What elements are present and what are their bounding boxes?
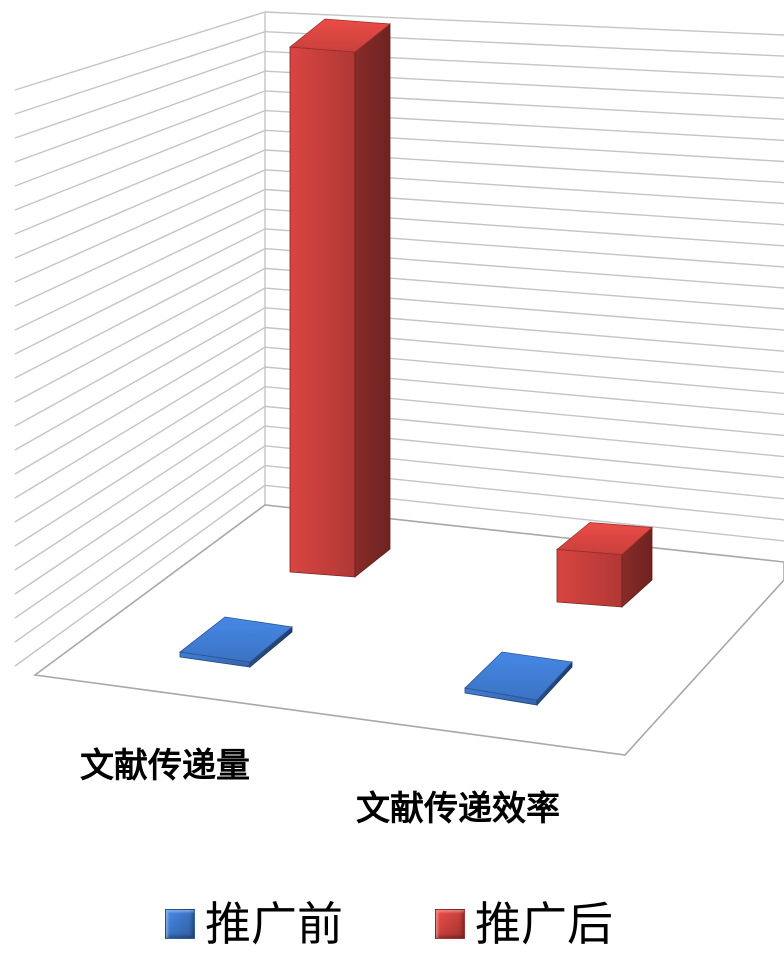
bar-top-face bbox=[555, 522, 653, 555]
legend-swatch-series-1 bbox=[165, 909, 195, 939]
gridline bbox=[14, 287, 784, 427]
gridline bbox=[14, 267, 784, 403]
legend-item-series-1: 推广前 bbox=[165, 895, 343, 953]
gridline bbox=[14, 326, 784, 475]
legend-label-series-2: 推广后 bbox=[475, 897, 613, 951]
gridline bbox=[14, 366, 784, 523]
bar-top-face bbox=[288, 18, 392, 53]
gridline bbox=[14, 50, 784, 139]
bar-series-1-category-1 bbox=[179, 616, 293, 668]
bar-series-2-category-1 bbox=[288, 18, 392, 578]
gridline bbox=[14, 149, 784, 259]
chart-floor bbox=[32, 504, 784, 756]
legend-swatch-series-2 bbox=[435, 909, 465, 939]
gridline bbox=[14, 109, 784, 211]
bar-series-1-category-2 bbox=[464, 651, 573, 707]
bars bbox=[179, 18, 653, 707]
gridline bbox=[14, 30, 784, 115]
legend-item-series-2: 推广后 bbox=[435, 895, 613, 953]
bar-top-face bbox=[179, 616, 293, 663]
legend: 推广前 推广后 bbox=[0, 895, 784, 953]
bar-side-face bbox=[354, 23, 391, 578]
category-label: 文献传递效率 bbox=[356, 789, 560, 829]
bar-top-face bbox=[464, 651, 573, 701]
bar-series-2-category-2 bbox=[555, 522, 653, 608]
bar-front-face bbox=[289, 46, 356, 578]
gridline bbox=[14, 188, 784, 307]
gridline bbox=[14, 346, 784, 499]
gridline bbox=[14, 208, 784, 331]
chart-plot-area bbox=[14, 11, 784, 756]
legend-label-series-1: 推广前 bbox=[205, 897, 343, 951]
bar-front-face bbox=[556, 549, 623, 608]
category-label: 文献传递量 bbox=[80, 746, 250, 786]
gridline bbox=[14, 228, 784, 355]
gridline bbox=[14, 70, 784, 163]
